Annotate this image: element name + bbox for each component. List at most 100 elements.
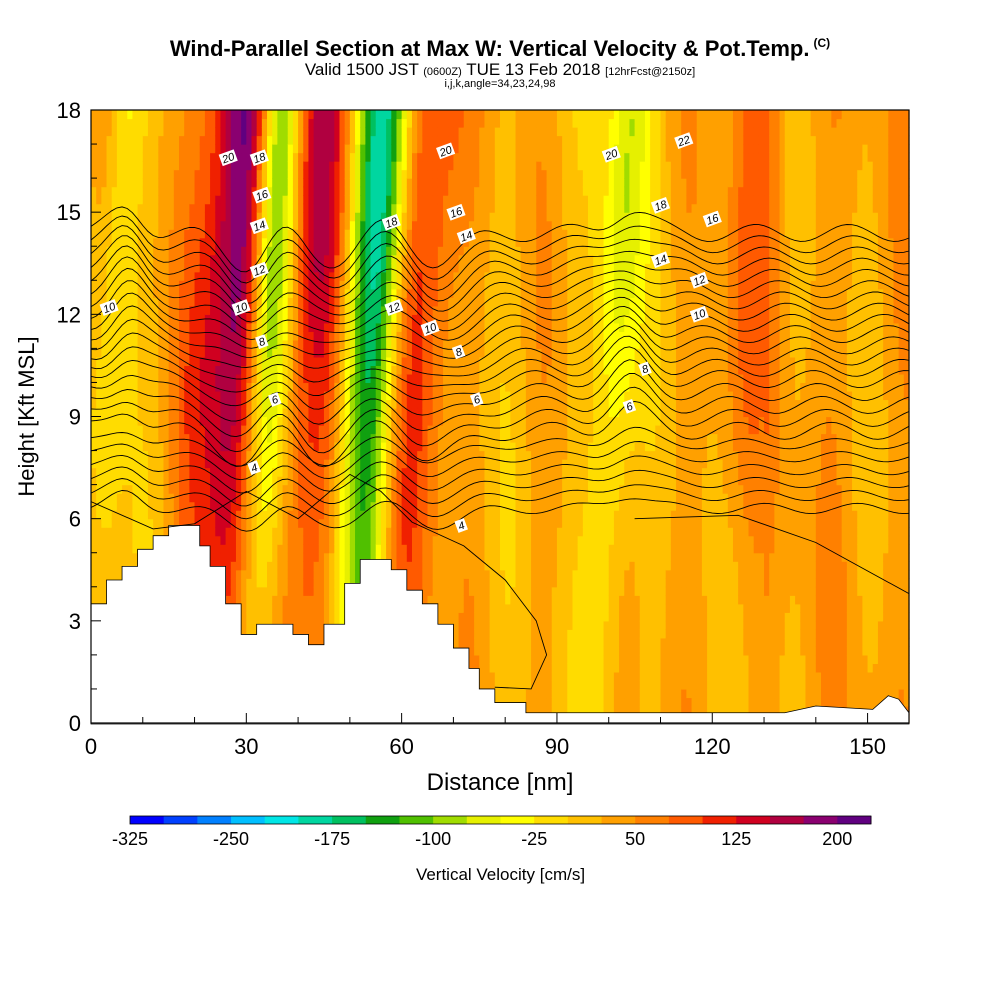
field-cell (251, 348, 258, 358)
field-cell (313, 169, 320, 179)
field-cell (225, 280, 232, 290)
field-cell (303, 552, 310, 562)
field-cell (127, 263, 134, 273)
field-cell (303, 356, 310, 367)
field-cell (173, 314, 180, 324)
field-cell (308, 246, 315, 256)
field-cell (111, 339, 118, 349)
field-cell (127, 280, 134, 290)
field-cell (153, 220, 159, 230)
field-cell (370, 169, 377, 179)
field-cell (153, 442, 159, 452)
field-cell (380, 110, 387, 120)
field-cell (422, 118, 429, 128)
field-cell (391, 280, 398, 290)
field-cell (153, 510, 159, 520)
field-cell (370, 467, 377, 477)
field-cell (380, 246, 387, 256)
field-cell (287, 322, 294, 332)
field-cell (282, 569, 289, 579)
field-cell (173, 152, 180, 162)
field-cell (323, 501, 330, 511)
field-cell (318, 442, 325, 452)
field-cell (230, 433, 237, 443)
field-cell (215, 535, 222, 545)
field-cell (303, 305, 310, 315)
field-cell (142, 169, 149, 179)
field-cell (267, 127, 273, 137)
field-cell (184, 237, 190, 247)
field-cell (251, 203, 258, 213)
field-cell (344, 484, 351, 494)
field-cell (220, 433, 227, 443)
field-cell (287, 246, 294, 256)
field-cell (323, 110, 330, 120)
field-cell (277, 493, 284, 503)
field-cell (251, 501, 258, 511)
field-cell (427, 578, 434, 588)
field-cell (230, 135, 237, 145)
field-cell (292, 365, 299, 375)
field-cell (116, 365, 123, 375)
field-cell (432, 399, 439, 409)
field-cell (225, 237, 232, 247)
field-cell (261, 535, 268, 545)
field-cell (318, 356, 325, 367)
field-cell (370, 237, 377, 247)
field-cell (298, 493, 304, 503)
field-cell (122, 297, 128, 307)
field-cell (308, 365, 315, 375)
field-cell (432, 416, 439, 426)
field-cell (153, 450, 159, 460)
field-cell (101, 544, 108, 554)
field-cell (437, 493, 444, 503)
field-cell (168, 203, 175, 213)
field-cell (349, 552, 356, 562)
field-cell (417, 195, 423, 205)
field-cell (370, 212, 377, 222)
field-cell (235, 254, 242, 264)
field-cell (267, 493, 273, 503)
field-cell (91, 442, 97, 452)
field-cell (106, 186, 113, 196)
field-cell (111, 569, 118, 579)
field-cell (272, 459, 278, 469)
field-cell (96, 365, 102, 375)
field-cell (406, 237, 413, 247)
field-cell (153, 484, 159, 494)
field-cell (443, 237, 449, 247)
field-cell (235, 407, 242, 418)
field-cell (298, 305, 304, 315)
field-cell (147, 544, 154, 554)
field-cell (427, 254, 434, 264)
field-cell (417, 263, 423, 273)
field-cell (292, 331, 299, 341)
field-cell (406, 484, 413, 494)
field-cell (116, 237, 123, 247)
field-cell (225, 203, 232, 213)
field-cell (142, 110, 149, 120)
field-cell (215, 212, 222, 222)
field-cell (344, 544, 351, 554)
field-cell (375, 118, 382, 128)
field-cell (401, 246, 408, 256)
field-cell (272, 212, 278, 222)
field-cell (210, 476, 216, 486)
field-cell (106, 365, 113, 375)
field-cell (406, 348, 413, 358)
field-cell (370, 407, 377, 418)
field-cell (365, 450, 372, 460)
field-cell (370, 271, 377, 281)
field-cell (427, 212, 434, 222)
field-cell (339, 331, 346, 341)
field-cell (101, 484, 108, 494)
field-cell (235, 195, 242, 205)
field-cell (246, 212, 253, 222)
field-cell (147, 373, 154, 384)
field-cell (184, 518, 190, 528)
field-cell (256, 484, 263, 494)
field-cell (235, 322, 242, 332)
field-cell (225, 390, 232, 401)
field-cell (101, 195, 108, 205)
field-cell (272, 518, 278, 528)
